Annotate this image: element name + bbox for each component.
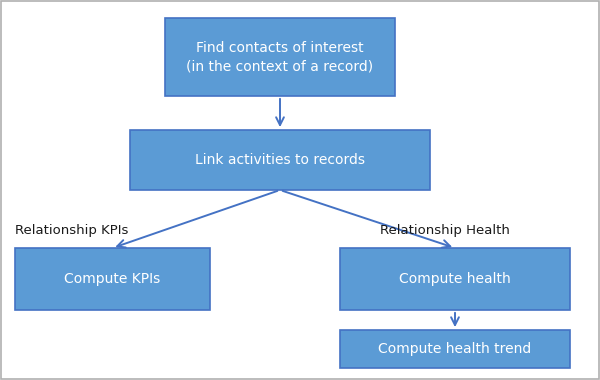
FancyBboxPatch shape xyxy=(130,130,430,190)
FancyBboxPatch shape xyxy=(340,330,570,368)
FancyBboxPatch shape xyxy=(165,18,395,96)
Text: Find contacts of interest
(in the context of a record): Find contacts of interest (in the contex… xyxy=(187,41,374,73)
Text: Relationship KPIs: Relationship KPIs xyxy=(15,224,128,237)
Text: Link activities to records: Link activities to records xyxy=(195,153,365,167)
Text: Compute health trend: Compute health trend xyxy=(379,342,532,356)
FancyBboxPatch shape xyxy=(340,248,570,310)
FancyBboxPatch shape xyxy=(15,248,210,310)
Text: Relationship Health: Relationship Health xyxy=(380,224,510,237)
Text: Compute health: Compute health xyxy=(399,272,511,286)
Text: Compute KPIs: Compute KPIs xyxy=(64,272,161,286)
